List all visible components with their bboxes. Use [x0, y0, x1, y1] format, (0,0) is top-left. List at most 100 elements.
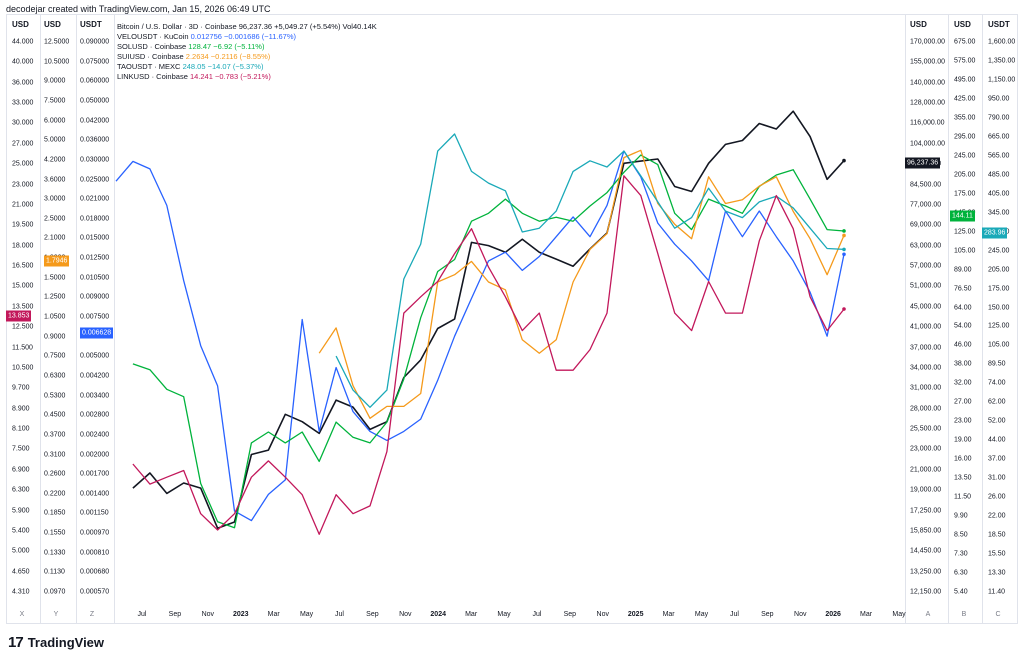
axis-tick-label: 9.90	[954, 512, 968, 520]
axis-tick-label: 0.030000	[80, 156, 110, 164]
tradingview-wordmark: TradingView	[27, 635, 105, 650]
axis-tick-label: 0.1330	[44, 549, 66, 557]
axis-tick-label: 125.00	[954, 228, 976, 236]
legend-entry[interactable]: LINKUSD · Coinbase 14.241 −0.783 (−5.21%…	[117, 72, 377, 82]
axis-tick-label: 0.009000	[80, 293, 110, 301]
series-line-btcusd[interactable]	[132, 110, 845, 529]
axis-tick-label: 485.00	[988, 171, 1010, 179]
legend-values: 2.2634 −0.2116 (−8.55%)	[185, 52, 271, 61]
axis-tick-label: 355.00	[954, 114, 976, 122]
axis-tick-label: 105.00	[988, 341, 1010, 349]
axis-tick-label: 205.00	[954, 171, 976, 179]
axis-header: USDT	[988, 20, 1010, 29]
series-line-suiusd[interactable]	[318, 149, 845, 419]
axis-tick-label: 116,000.00	[910, 119, 945, 127]
x-axis-tick-label: May	[694, 611, 709, 618]
axis-tick-label: 1,600.00	[988, 38, 1016, 46]
axis-tick-label: 23.00	[954, 417, 972, 425]
axis-tick-label: 10.5000	[44, 58, 70, 66]
axis-tick-label: 140,000.00	[910, 79, 946, 87]
axis-tick-label: 405.00	[988, 190, 1010, 198]
axis-tick-label: 3.0000	[44, 195, 66, 203]
pane-scale-letter[interactable]: B	[961, 611, 967, 618]
axis-tick-label: 8.50	[954, 531, 968, 539]
axis-tick-label: 12.500	[12, 323, 34, 331]
axis-tick-label: 175.00	[988, 285, 1010, 293]
axis-tick-label: 0.000680	[80, 568, 110, 576]
axis-tick-label: 74.00	[988, 379, 1006, 387]
pane-scale-letter[interactable]: X	[19, 611, 25, 618]
pane-scale-letter[interactable]: C	[995, 611, 1001, 618]
axis-tick-label: 425.00	[954, 95, 976, 103]
axis-tick-label: 0.4500	[44, 411, 66, 419]
axis-tick-label: 21,000.00	[910, 466, 942, 474]
axis-separator	[76, 15, 77, 623]
axis-tick-label: 345.00	[988, 209, 1010, 217]
axis-tick-label: 25.000	[12, 160, 34, 168]
x-axis-tick-label: Jul	[532, 611, 542, 618]
legend-entry[interactable]: VELOUSDT · KuCoin 0.012756 −0.001686 (−1…	[117, 32, 377, 42]
axis-tick-label: 0.036000	[80, 136, 110, 144]
x-axis-tick-label: Sep	[761, 611, 774, 618]
x-axis-tick-label: 2025	[627, 611, 644, 618]
price-badge: 13.853	[6, 310, 32, 322]
legend-entry[interactable]: TAOUSDT · MEXC 248.05 −14.07 (−5.37%)	[117, 62, 377, 72]
series-line-solusd[interactable]	[132, 154, 845, 529]
axis-tick-label: 8.100	[12, 425, 30, 433]
axis-tick-label: 0.010500	[80, 274, 110, 282]
x-axis-tick-label: 2026	[825, 611, 841, 618]
axis-tick-label: 13.30	[988, 569, 1006, 577]
axis-tick-label: 18.000	[12, 242, 34, 250]
axis-tick-label: 128,000.00	[910, 99, 946, 107]
axis-separator	[948, 15, 949, 623]
axis-tick-label: 34,000.00	[910, 364, 942, 372]
axis-tick-label: 64.00	[954, 304, 972, 312]
series-line-velousdt[interactable]	[115, 150, 845, 522]
axis-tick-label: 6.900	[12, 466, 30, 474]
axis-tick-label: 1.0500	[44, 313, 66, 321]
axis-tick-label: 14,450.00	[910, 547, 942, 555]
series-line-linkusd[interactable]	[132, 175, 845, 535]
axis-tick-label: 0.1850	[44, 509, 66, 517]
axis-tick-label: 0.000970	[80, 529, 110, 537]
axis-tick-label: 0.018000	[80, 215, 110, 223]
price-badge: 0.006628	[80, 327, 114, 339]
price-badge: 144.11	[950, 210, 975, 222]
legend-entry[interactable]: Bitcoin / U.S. Dollar · 3D · Coinbase 96…	[117, 22, 377, 32]
axis-tick-label: 37,000.00	[910, 344, 942, 352]
legend-entry[interactable]: SUIUSD · Coinbase 2.2634 −0.2116 (−8.55%…	[117, 52, 377, 62]
pane-scale-letter[interactable]: Y	[53, 611, 59, 618]
axis-tick-label: 0.021000	[80, 195, 110, 203]
axis-tick-label: 7.500	[12, 445, 30, 453]
axis-tick-label: 13,250.00	[910, 568, 942, 576]
axis-tick-label: 11.500	[12, 344, 33, 352]
pane-scale-letter[interactable]: Z	[89, 611, 95, 618]
axis-tick-label: 0.060000	[80, 77, 110, 85]
axis-separator	[40, 15, 41, 623]
series-line-taousdt[interactable]	[335, 133, 845, 408]
axis-tick-label: 40.000	[12, 58, 34, 66]
axis-tick-label: 17,250.00	[910, 507, 942, 515]
axis-tick-label: 15.50	[988, 550, 1006, 558]
axis-header: USD	[44, 20, 61, 29]
legend-entry[interactable]: SOLUSD · Coinbase 128.47 −6.92 (−5.11%)	[117, 42, 377, 52]
axis-tick-label: 0.002800	[80, 411, 110, 419]
axis-tick-label: 0.2200	[44, 490, 66, 498]
axis-tick-label: 0.002400	[80, 431, 110, 439]
axis-tick-label: 41,000.00	[910, 323, 942, 331]
legend-symbol: VELOUSDT · KuCoin	[117, 32, 191, 41]
axis-tick-label: 57,000.00	[910, 262, 942, 270]
legend-values: 14.241 −0.783 (−5.21%)	[189, 72, 271, 81]
axis-tick-label: 9.700	[12, 384, 30, 392]
axis-tick-label: 0.000810	[80, 549, 110, 557]
axis-tick-label: 5.000	[12, 547, 30, 555]
legend-symbol: LINKUSD · Coinbase	[117, 72, 190, 81]
axis-tick-label: 16.00	[954, 455, 972, 463]
pane-scale-letter[interactable]: A	[925, 611, 931, 618]
axis-tick-label: 790.00	[988, 114, 1010, 122]
axis-tick-label: 0.7500	[44, 352, 66, 360]
x-axis-tick-label: Sep	[563, 611, 577, 618]
x-axis-tick-label: May	[299, 611, 314, 618]
axis-separator	[982, 15, 983, 623]
